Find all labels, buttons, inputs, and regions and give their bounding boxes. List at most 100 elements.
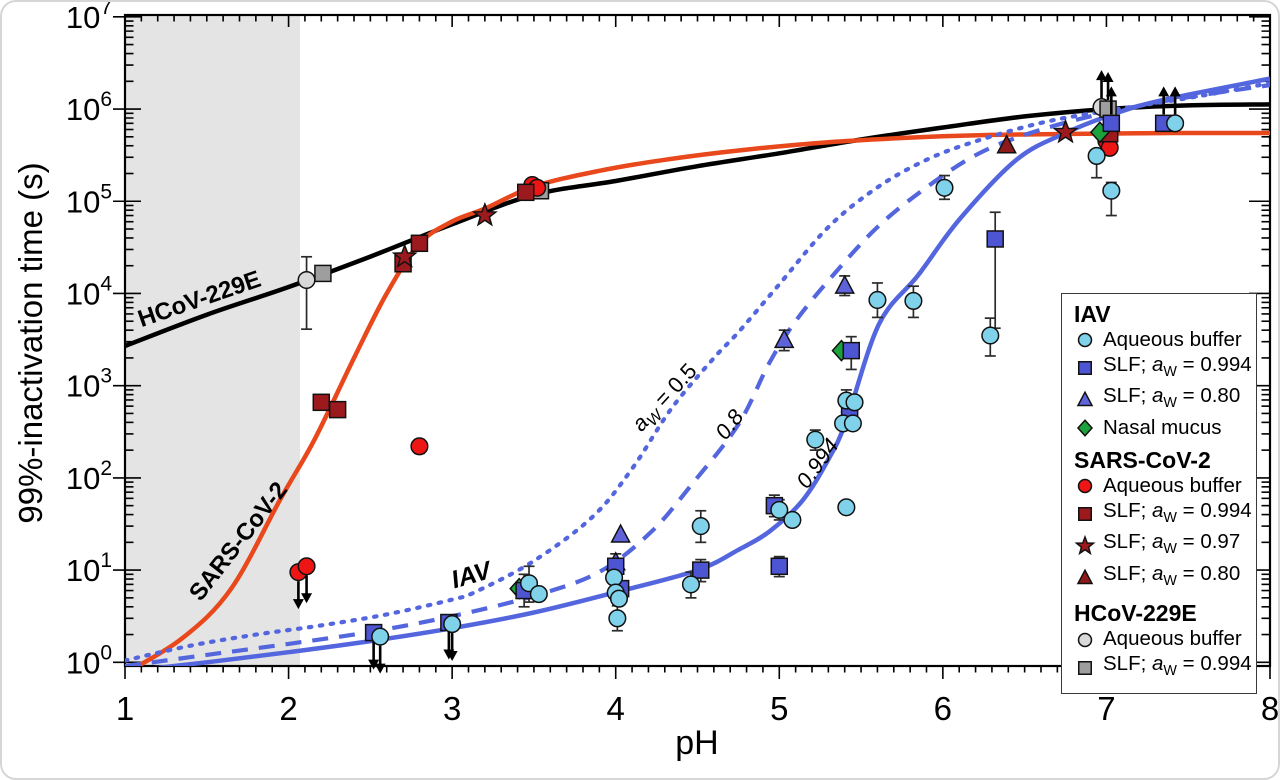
legend-item: SLF; aW = 0.994 — [1074, 652, 1252, 684]
square-legend-icon — [1078, 361, 1092, 376]
circle-marker — [605, 568, 624, 587]
circle-marker — [443, 614, 462, 634]
circle-marker — [904, 291, 923, 310]
legend-item: Nasal mucus — [1074, 416, 1246, 441]
circle-marker — [806, 430, 825, 449]
curve-label-iav: IAV — [448, 556, 496, 595]
y-tick-label: 107 — [66, 2, 112, 35]
series-sars-slf97 — [391, 118, 1079, 268]
data-points — [289, 98, 1185, 646]
x-tick-label: 6 — [934, 690, 952, 727]
triangle-legend-icon — [1076, 568, 1094, 584]
y-tick-label: 100 — [66, 641, 112, 680]
circle-marker — [609, 589, 629, 608]
circle-marker — [1166, 114, 1185, 133]
plot-frame — [123, 13, 1272, 668]
square-marker — [328, 400, 347, 419]
square-legend-icon — [1078, 660, 1092, 675]
legend-group-title: IAV — [1074, 301, 1111, 327]
legend-item: SLF; aW = 0.80 — [1074, 562, 1246, 594]
y-tick-label: 103 — [66, 365, 112, 404]
up-arrow-head — [1105, 86, 1117, 97]
y-tick-label: 102 — [66, 457, 112, 496]
legend-item-label: Nasal mucus — [1103, 415, 1222, 439]
legend-item: Aqueous buffer — [1074, 328, 1246, 353]
up-arrow-head — [1096, 70, 1108, 81]
star-marker — [471, 201, 498, 227]
circle-legend-icon — [1077, 479, 1093, 494]
down-arrow-head — [446, 651, 458, 662]
legend-item-label: Aqueous buffer — [1103, 328, 1242, 351]
circle-marker — [371, 627, 390, 646]
legend-item: Aqueous buffer — [1074, 474, 1246, 499]
x-tick-labels: 1 2 3 4 5 6 7 8 — [116, 690, 1279, 727]
star-marker — [391, 243, 418, 268]
square-marker — [692, 561, 710, 579]
square-marker — [986, 230, 1004, 248]
down-arrow-head — [292, 599, 304, 610]
down-arrow-head — [374, 663, 386, 674]
square-marker — [312, 393, 331, 412]
up-arrow-head — [1169, 86, 1181, 97]
circle-marker — [837, 498, 856, 517]
y-tick-labels: 100 101 102 103 104 105 106 107 — [66, 2, 112, 680]
x-tick-label: 5 — [770, 690, 788, 727]
triangle-marker — [834, 274, 855, 294]
star-marker — [1052, 118, 1079, 144]
series-sars-slf80 — [996, 134, 1017, 154]
up-arrow-head — [1158, 86, 1170, 97]
low-ph-shaded-region — [126, 16, 301, 665]
triangle-marker — [996, 134, 1017, 154]
triangle-legend-icon — [1076, 390, 1094, 407]
circle-marker — [1087, 146, 1106, 166]
legend-item-label: Aqueous buffer — [1103, 474, 1242, 498]
circle-marker — [1102, 181, 1121, 200]
circle-marker — [868, 290, 887, 310]
star-legend-icon — [1074, 535, 1096, 556]
curve-iav-fit-aw05 — [125, 81, 1270, 663]
circle-marker — [1077, 479, 1093, 494]
triangle-marker — [1076, 390, 1094, 407]
circle-marker — [1077, 333, 1093, 348]
circle-marker — [297, 270, 316, 290]
square-marker — [1102, 114, 1121, 133]
down-arrow-head — [368, 659, 380, 670]
series-iav-aqueous — [371, 114, 1185, 646]
triangle-marker — [610, 523, 631, 543]
x-tick-label: 8 — [1261, 690, 1279, 727]
triangle-marker — [1076, 568, 1094, 584]
circle-marker — [691, 517, 710, 536]
y-axis-label: 99%-inactivation time (s) — [12, 162, 49, 523]
diamond-marker — [1076, 419, 1094, 437]
circle-legend-icon — [1077, 632, 1093, 647]
curve-label-aw05: aW = 0.5 — [627, 358, 705, 438]
legend-group-title: HCoV-229E — [1074, 600, 1197, 627]
legend-box: IAV Aqueous buffer SLF; aW = 0.994 SLF; aW … — [1061, 293, 1257, 694]
square-marker — [410, 234, 429, 253]
circle-marker — [981, 326, 1000, 345]
y-tick-label: 101 — [66, 549, 112, 588]
legend-item: SLF; aW = 0.80 — [1074, 384, 1246, 416]
x-tick-label: 1 — [116, 690, 134, 727]
legend-item-label: SLF; aW = 0.994 — [1103, 352, 1252, 380]
down-arrow-head — [301, 593, 313, 604]
up-arrow-head — [1102, 72, 1114, 83]
circle-marker — [529, 584, 548, 604]
y-tick-label: 104 — [66, 272, 112, 311]
circle-marker — [770, 500, 789, 519]
circle-legend-icon — [1077, 333, 1093, 348]
square-marker — [1078, 660, 1092, 675]
error-bars — [301, 149, 1117, 632]
limit-arrows — [292, 70, 1181, 674]
circle-marker — [297, 557, 316, 576]
legend-group-title: SARS-CoV-2 — [1074, 447, 1211, 474]
circle-marker — [608, 609, 627, 628]
legend-item: SLF; aW = 0.994 — [1074, 353, 1252, 385]
legend-item: SLF; aW = 0.994 — [1074, 499, 1252, 531]
circle-marker — [410, 437, 429, 456]
legend-item-label: SLF; aW = 0.80 — [1103, 384, 1241, 412]
y-tick-label: 105 — [66, 180, 112, 219]
square-marker — [314, 264, 332, 283]
